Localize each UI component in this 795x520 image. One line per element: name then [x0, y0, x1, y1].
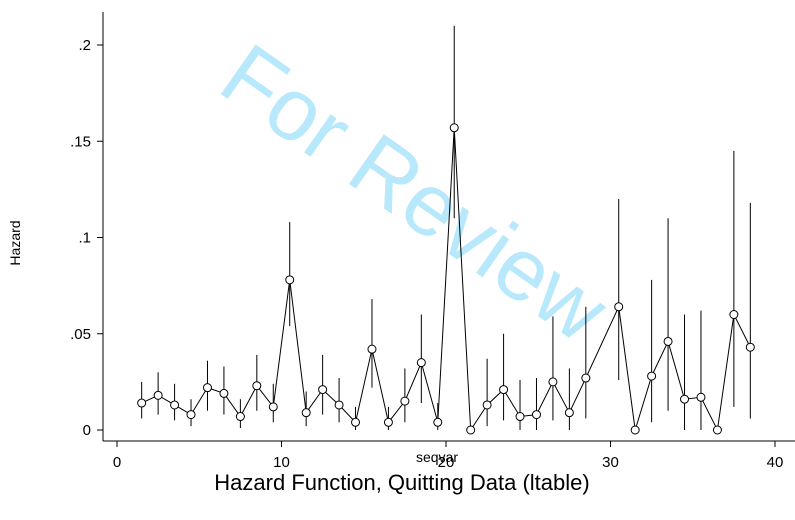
data-point — [531, 410, 541, 420]
data-point — [285, 275, 295, 285]
data-point — [318, 385, 328, 395]
data-point — [647, 371, 657, 381]
data-point — [663, 336, 673, 346]
x-tick-label: 10 — [273, 454, 290, 471]
data-point — [680, 394, 690, 404]
y-tick-label: .05 — [70, 326, 91, 343]
data-point — [400, 396, 410, 406]
data-point — [170, 400, 180, 410]
y-axis-label: Hazard — [7, 220, 23, 265]
data-point — [515, 412, 525, 422]
y-tick-label: 0 — [83, 422, 91, 439]
y-tick-label: .2 — [78, 37, 91, 54]
y-axis-ticks: 0 .05 .1 .15 .2 — [70, 37, 103, 439]
data-point — [548, 377, 558, 387]
y-tick-label: .1 — [78, 230, 91, 247]
x-tick-label: 20 — [438, 454, 455, 471]
data-point — [581, 373, 591, 383]
data-point — [235, 412, 245, 422]
x-tick-label: 40 — [767, 454, 784, 471]
data-point — [383, 417, 393, 427]
x-tick-label: 30 — [602, 454, 619, 471]
data-point — [137, 398, 147, 408]
data-point — [729, 310, 739, 319]
data-point — [564, 408, 574, 418]
data-point — [301, 408, 311, 418]
data-point — [482, 400, 492, 410]
x-axis-label: seqvar — [416, 449, 458, 465]
data-point — [416, 358, 426, 368]
data-point — [202, 383, 212, 393]
data-point — [367, 344, 377, 354]
data-point — [630, 425, 640, 435]
data-point — [153, 390, 163, 400]
watermark-layer: For Review — [204, 24, 626, 361]
data-point — [745, 342, 755, 352]
data-point — [433, 417, 443, 427]
watermark-text: For Review — [204, 24, 626, 361]
data-point — [449, 123, 459, 133]
data-point — [219, 388, 229, 398]
x-axis-ticks: 0 10 20 30 40 — [113, 441, 784, 471]
data-point — [712, 425, 722, 435]
data-point — [499, 385, 509, 395]
chart-title: Hazard Function, Quitting Data (ltable) — [214, 470, 589, 495]
data-point — [334, 400, 344, 410]
data-point — [186, 410, 196, 420]
data-point — [351, 417, 361, 427]
data-point — [614, 302, 624, 312]
data-point — [268, 402, 278, 412]
y-tick-label: .15 — [70, 133, 91, 150]
data-point — [696, 392, 706, 402]
x-tick-label: 0 — [113, 454, 121, 471]
data-point — [252, 381, 262, 391]
data-point — [466, 425, 476, 435]
hazard-series-markers — [137, 123, 755, 435]
